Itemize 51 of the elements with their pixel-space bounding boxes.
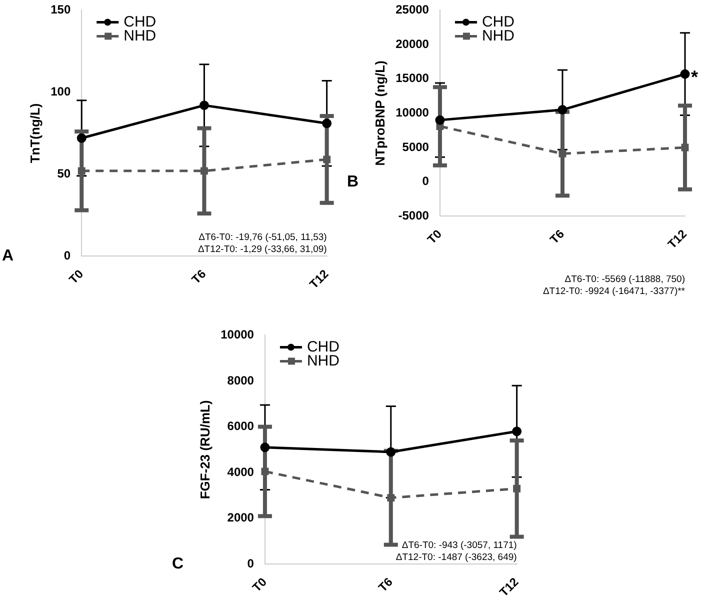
y-tick-label: 0: [64, 248, 71, 263]
x-tick-label: T12: [496, 574, 522, 600]
point: [680, 69, 690, 79]
annotation: ΔT6-T0: -19,76 (-51,05, 11,53): [198, 232, 327, 244]
point: [558, 105, 568, 115]
point: [387, 494, 395, 502]
x-tick-label: T12: [306, 266, 332, 292]
y-tick-label: 2000: [227, 510, 254, 525]
y-tick-label: 20000: [396, 36, 430, 51]
x-tick-label: T0: [424, 226, 445, 247]
point: [681, 144, 689, 152]
y-tick-label: 0: [422, 174, 430, 188]
point: [323, 156, 331, 164]
annotation: ΔT12-T0: -1487 (-3623, 649): [396, 552, 517, 564]
y-tick-label: 150: [50, 2, 71, 17]
x-tick-label: T12: [664, 226, 690, 252]
text: C: [172, 556, 184, 573]
y-axis-title: NTproBNP (ng/L): [372, 60, 388, 166]
y-tick-label: 10000: [396, 106, 430, 120]
point: [322, 118, 332, 128]
text: ΔT6-T0: -5569 (-11888, 750): [564, 274, 685, 285]
point: [200, 167, 208, 175]
x-tick-label: T6: [376, 574, 396, 595]
text: B: [347, 173, 359, 190]
annotation: ΔT6-T0: -943 (-3057, 1171): [402, 540, 517, 552]
text: ΔT12-T0: -9924 (-16471, -3377)**: [542, 286, 686, 297]
y-tick-label: 100: [50, 84, 71, 99]
y-tick-label: 15000: [396, 71, 430, 86]
text: A: [2, 248, 14, 265]
y-tick-label: 25000: [396, 2, 430, 17]
y-tick-label: 10000: [220, 328, 254, 342]
y-tick-label: -5000: [398, 208, 430, 223]
y-tick-label: 5000: [402, 140, 430, 154]
point: [558, 150, 566, 158]
point: [512, 426, 522, 436]
x-tick-label: T0: [250, 574, 270, 595]
point: [199, 100, 209, 110]
point: [386, 447, 396, 457]
x-tick-label: T0: [66, 266, 86, 287]
y-axis-title: TnT(ng/L): [27, 103, 42, 164]
y-tick-label: 50: [57, 166, 71, 181]
y-axis-title: FGF-23 (RU/mL): [197, 400, 212, 500]
y-tick-label: 0: [247, 556, 254, 571]
x-tick-label: T6: [547, 226, 568, 247]
x-tick-label: T6: [188, 266, 209, 287]
y-tick-label: 8000: [227, 373, 254, 388]
annotation: *: [691, 67, 698, 88]
point: [513, 484, 521, 492]
y-tick-label: 6000: [227, 419, 254, 434]
y-tick-label: 4000: [227, 464, 254, 479]
annotation: ΔT12-T0: -1,29 (-33,66, 31,09): [198, 244, 327, 256]
